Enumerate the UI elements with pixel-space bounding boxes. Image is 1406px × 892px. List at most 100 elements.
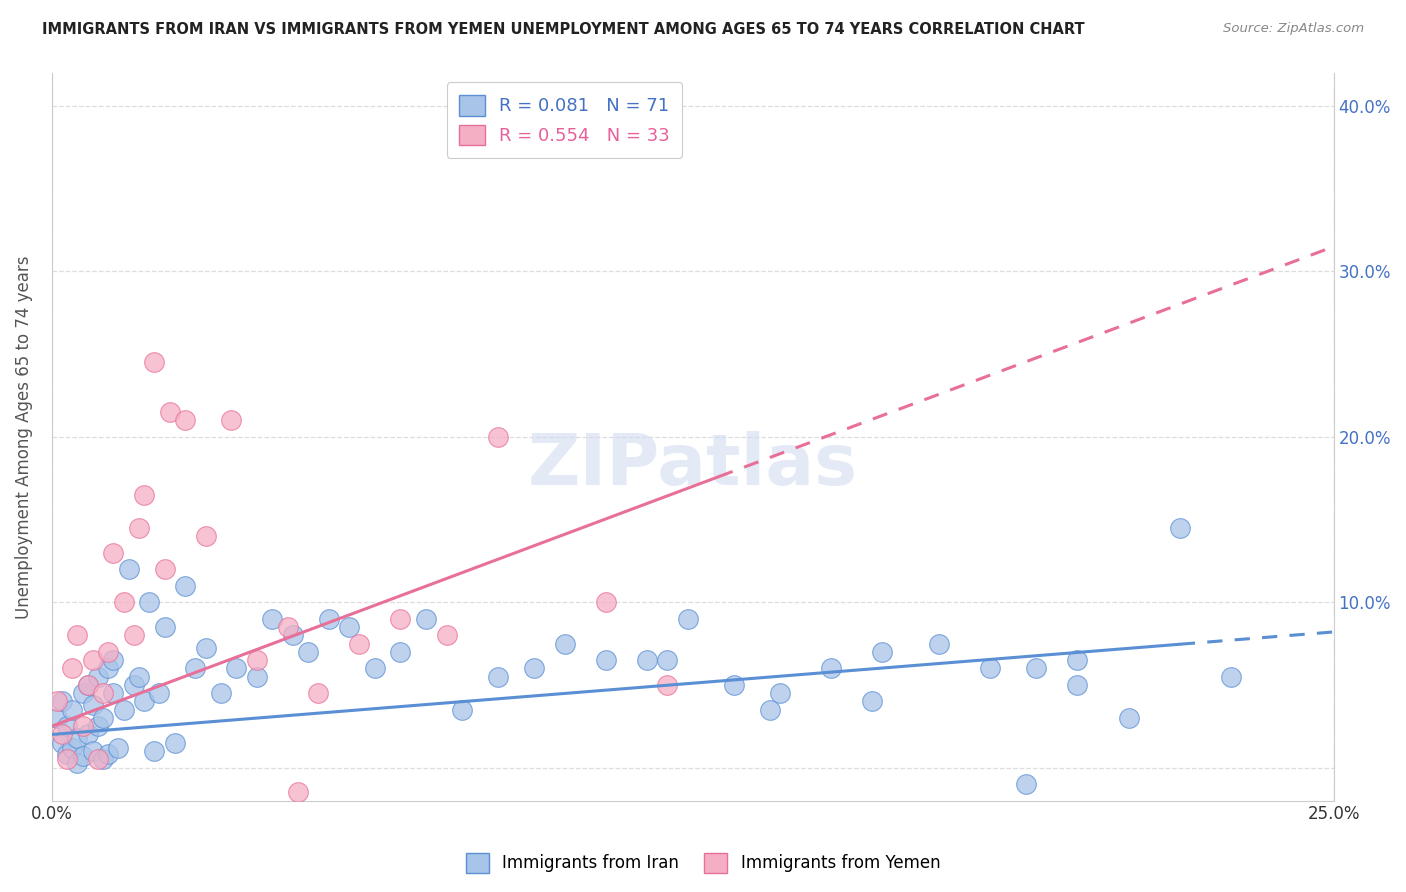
Point: [51, 727, 73, 741]
Point: [72, 748, 94, 763]
Point: [277, 620, 299, 634]
Point: [97, 645, 120, 659]
Point: [184, 661, 207, 675]
Point: [72, 719, 94, 733]
Point: [72, 686, 94, 700]
Point: [928, 636, 950, 650]
Point: [87, 719, 110, 733]
Point: [225, 661, 247, 675]
Point: [1066, 678, 1088, 692]
Point: [143, 355, 166, 369]
Point: [128, 521, 150, 535]
Point: [337, 620, 360, 634]
Point: [174, 579, 197, 593]
Point: [153, 562, 176, 576]
Point: [60, 703, 83, 717]
Point: [76, 678, 98, 692]
Point: [91, 711, 114, 725]
Point: [112, 703, 135, 717]
Legend: R = 0.081   N = 71, R = 0.554   N = 33: R = 0.081 N = 71, R = 0.554 N = 33: [447, 82, 682, 158]
Point: [103, 686, 125, 700]
Point: [51, 694, 73, 708]
Point: [860, 694, 883, 708]
Point: [128, 670, 150, 684]
Point: [219, 413, 242, 427]
Point: [51, 736, 73, 750]
Point: [159, 405, 181, 419]
Point: [97, 661, 120, 675]
Point: [82, 653, 104, 667]
Point: [82, 744, 104, 758]
Point: [87, 670, 110, 684]
Point: [174, 413, 197, 427]
Point: [287, 785, 309, 799]
Point: [415, 612, 437, 626]
Point: [318, 612, 340, 626]
Point: [163, 736, 186, 750]
Point: [1015, 777, 1038, 791]
Point: [209, 686, 232, 700]
Point: [87, 752, 110, 766]
Point: [56, 719, 79, 733]
Point: [723, 678, 745, 692]
Point: [364, 661, 387, 675]
Point: [1168, 521, 1191, 535]
Point: [307, 686, 329, 700]
Point: [538, 115, 561, 129]
Text: ZIPatlas: ZIPatlas: [527, 432, 858, 500]
Point: [122, 678, 145, 692]
Point: [132, 694, 155, 708]
Point: [655, 653, 678, 667]
Point: [91, 752, 114, 766]
Point: [553, 636, 575, 650]
Y-axis label: Unemployment Among Ages 65 to 74 years: Unemployment Among Ages 65 to 74 years: [15, 255, 32, 618]
Point: [194, 641, 217, 656]
Point: [138, 595, 160, 609]
Point: [1066, 653, 1088, 667]
Point: [122, 628, 145, 642]
Point: [97, 747, 120, 762]
Point: [60, 740, 83, 755]
Point: [76, 678, 98, 692]
Point: [66, 756, 89, 770]
Point: [820, 661, 842, 675]
Point: [349, 636, 371, 650]
Point: [107, 740, 129, 755]
Point: [246, 670, 269, 684]
Point: [1025, 661, 1047, 675]
Point: [246, 653, 269, 667]
Point: [91, 686, 114, 700]
Point: [45, 694, 67, 708]
Point: [486, 670, 509, 684]
Point: [143, 744, 166, 758]
Point: [60, 661, 83, 675]
Text: IMMIGRANTS FROM IRAN VS IMMIGRANTS FROM YEMEN UNEMPLOYMENT AMONG AGES 65 TO 74 Y: IMMIGRANTS FROM IRAN VS IMMIGRANTS FROM …: [42, 22, 1085, 37]
Point: [194, 529, 217, 543]
Point: [132, 488, 155, 502]
Point: [103, 653, 125, 667]
Point: [523, 661, 546, 675]
Point: [1220, 670, 1243, 684]
Point: [655, 678, 678, 692]
Text: Source: ZipAtlas.com: Source: ZipAtlas.com: [1223, 22, 1364, 36]
Point: [66, 628, 89, 642]
Point: [262, 612, 284, 626]
Point: [76, 727, 98, 741]
Point: [758, 703, 780, 717]
Point: [389, 645, 412, 659]
Point: [118, 562, 141, 576]
Point: [979, 661, 1001, 675]
Point: [56, 752, 79, 766]
Legend: Immigrants from Iran, Immigrants from Yemen: Immigrants from Iran, Immigrants from Ye…: [458, 847, 948, 880]
Point: [112, 595, 135, 609]
Point: [82, 698, 104, 712]
Point: [153, 620, 176, 634]
Point: [103, 545, 125, 559]
Point: [595, 653, 617, 667]
Point: [595, 595, 617, 609]
Point: [436, 628, 458, 642]
Point: [45, 711, 67, 725]
Point: [872, 645, 894, 659]
Point: [486, 430, 509, 444]
Point: [1118, 711, 1140, 725]
